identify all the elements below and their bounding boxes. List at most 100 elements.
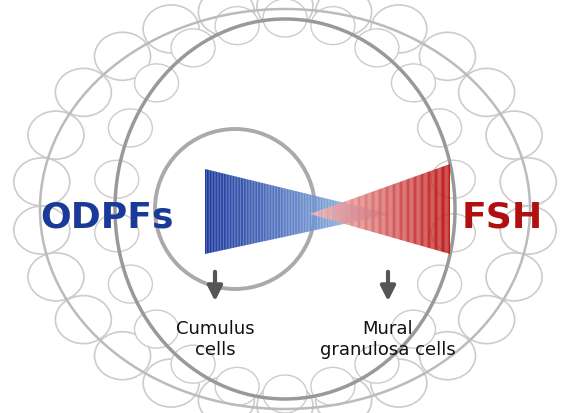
Ellipse shape: [171, 345, 215, 383]
Polygon shape: [251, 181, 253, 244]
Polygon shape: [285, 189, 287, 237]
Polygon shape: [299, 192, 300, 234]
Polygon shape: [410, 178, 411, 243]
Polygon shape: [310, 214, 311, 215]
Polygon shape: [364, 208, 365, 220]
Ellipse shape: [316, 376, 372, 413]
Polygon shape: [414, 177, 415, 244]
Polygon shape: [444, 166, 445, 253]
Polygon shape: [335, 205, 336, 222]
Ellipse shape: [500, 206, 556, 254]
Polygon shape: [407, 180, 408, 242]
Polygon shape: [288, 190, 290, 236]
Polygon shape: [336, 202, 338, 226]
Polygon shape: [402, 181, 403, 241]
Ellipse shape: [371, 6, 427, 54]
Polygon shape: [361, 207, 362, 221]
Polygon shape: [430, 171, 432, 249]
Polygon shape: [302, 193, 304, 233]
Polygon shape: [324, 209, 325, 219]
Polygon shape: [340, 202, 342, 225]
Polygon shape: [382, 188, 383, 235]
Ellipse shape: [486, 253, 542, 301]
Polygon shape: [298, 192, 299, 235]
Polygon shape: [384, 213, 385, 216]
Polygon shape: [369, 193, 371, 232]
Polygon shape: [315, 212, 316, 216]
Polygon shape: [343, 202, 344, 224]
Polygon shape: [434, 170, 435, 250]
Ellipse shape: [500, 159, 556, 206]
Polygon shape: [239, 178, 241, 247]
Polygon shape: [339, 204, 340, 223]
Polygon shape: [282, 188, 284, 238]
Polygon shape: [382, 213, 384, 216]
Polygon shape: [321, 210, 322, 218]
Ellipse shape: [55, 69, 111, 117]
Polygon shape: [250, 180, 251, 245]
Polygon shape: [347, 201, 349, 225]
Polygon shape: [357, 197, 358, 228]
Polygon shape: [418, 176, 419, 245]
Polygon shape: [373, 210, 375, 218]
Polygon shape: [421, 175, 422, 247]
Ellipse shape: [418, 266, 462, 304]
Polygon shape: [372, 210, 373, 218]
Polygon shape: [327, 199, 328, 228]
Ellipse shape: [215, 368, 259, 406]
Polygon shape: [313, 213, 314, 216]
Polygon shape: [263, 184, 265, 242]
Polygon shape: [332, 206, 334, 221]
Polygon shape: [338, 204, 339, 223]
Polygon shape: [329, 207, 330, 220]
Polygon shape: [268, 185, 270, 241]
Polygon shape: [448, 165, 449, 254]
Polygon shape: [350, 205, 351, 223]
Ellipse shape: [28, 253, 84, 301]
Ellipse shape: [486, 112, 542, 160]
Polygon shape: [359, 197, 360, 229]
Ellipse shape: [135, 65, 179, 103]
Polygon shape: [360, 196, 361, 229]
Ellipse shape: [459, 296, 514, 344]
Polygon shape: [408, 179, 409, 243]
Polygon shape: [428, 172, 429, 248]
Polygon shape: [449, 165, 450, 254]
Polygon shape: [328, 199, 330, 228]
Polygon shape: [404, 180, 405, 242]
Polygon shape: [228, 175, 230, 249]
Polygon shape: [244, 179, 245, 246]
Polygon shape: [379, 190, 380, 235]
Polygon shape: [397, 183, 398, 240]
Ellipse shape: [392, 65, 436, 103]
Polygon shape: [279, 188, 281, 238]
Polygon shape: [364, 195, 365, 230]
Polygon shape: [400, 182, 401, 240]
Polygon shape: [380, 212, 382, 216]
Polygon shape: [321, 198, 322, 230]
Polygon shape: [311, 214, 313, 215]
Polygon shape: [372, 192, 373, 233]
Polygon shape: [365, 195, 366, 230]
Polygon shape: [442, 167, 443, 252]
Polygon shape: [356, 206, 358, 222]
Ellipse shape: [263, 375, 307, 413]
Polygon shape: [259, 183, 260, 243]
Text: ODPFs: ODPFs: [40, 201, 173, 235]
Polygon shape: [353, 206, 354, 223]
Polygon shape: [398, 183, 400, 240]
Polygon shape: [380, 189, 381, 235]
Polygon shape: [409, 179, 410, 243]
Polygon shape: [437, 169, 438, 251]
Polygon shape: [416, 176, 418, 245]
Polygon shape: [324, 198, 325, 229]
Polygon shape: [344, 202, 345, 224]
Ellipse shape: [459, 69, 514, 117]
Text: Cumulus
cells: Cumulus cells: [176, 319, 254, 358]
Polygon shape: [375, 191, 376, 233]
Polygon shape: [385, 188, 386, 236]
Polygon shape: [223, 174, 225, 250]
Polygon shape: [242, 178, 244, 247]
Polygon shape: [255, 182, 256, 244]
Polygon shape: [208, 170, 209, 254]
